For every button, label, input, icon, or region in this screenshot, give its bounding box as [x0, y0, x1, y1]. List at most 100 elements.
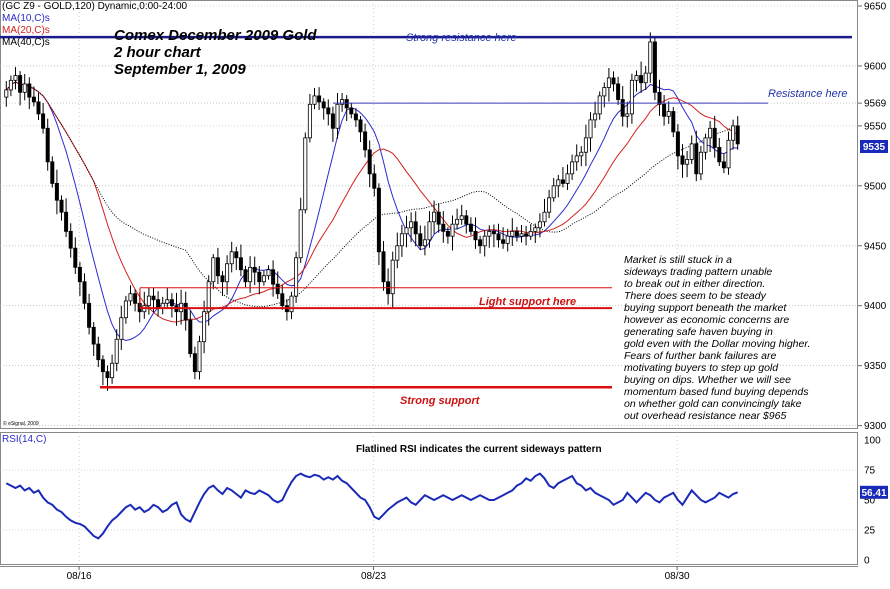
last-price-label: 9535: [863, 142, 886, 153]
candle-body: [445, 230, 450, 237]
candle-body: [652, 41, 657, 93]
commentary-line: buying support beneath the market: [624, 302, 787, 314]
chart-title: Comex December 2009 Gold: [114, 27, 317, 44]
candle-body: [478, 239, 483, 247]
light-support-label: Light support here: [479, 296, 576, 308]
candle-body: [629, 79, 634, 115]
candle-body: [533, 227, 538, 232]
candle-body: [464, 215, 469, 225]
candle-body: [409, 221, 414, 229]
candle-body: [358, 119, 363, 133]
candle-body: [731, 125, 736, 141]
candle-body: [689, 143, 694, 160]
axis-layer: 9300 9350 9400 9450 9500 9550 9569 9600 9650 0 25 5…: [67, 1, 887, 582]
candle-body: [266, 269, 271, 277]
candle-body: [252, 266, 257, 273]
ma40-legend: MA(40,C)s: [2, 37, 50, 48]
price-tick-label: 9550: [864, 121, 887, 132]
candle-body: [335, 103, 340, 129]
commentary-line: motivating buyers to step up gold: [624, 362, 779, 374]
commentary-line: Fears of further bank failures are: [624, 350, 776, 362]
candle-body: [27, 83, 32, 98]
price-panel-frame: [0, 0, 858, 429]
candle-body: [606, 77, 611, 88]
candle-body: [188, 319, 193, 355]
candle-body: [275, 283, 280, 295]
rsi-legend: RSI(14,C): [2, 434, 46, 445]
rsi-layer: [5, 472, 739, 540]
candle-body: [634, 75, 639, 81]
candle-body: [183, 302, 188, 321]
resistance-label: Resistance here: [768, 88, 848, 100]
candle-body: [620, 99, 625, 117]
candle-body: [404, 227, 409, 235]
candle-body: [363, 131, 368, 151]
rsi-last-value-box: [860, 485, 888, 499]
candle-body: [625, 113, 630, 117]
candle-body: [432, 211, 437, 223]
candle-body: [671, 111, 676, 133]
candle-body: [243, 269, 248, 283]
rsi-tick-label: 100: [864, 436, 881, 447]
commentary-block: Market is still stuck in a sideways trad…: [624, 254, 810, 422]
chart-date: September 1, 2009: [114, 61, 246, 78]
candle-body: [579, 151, 584, 157]
candle-body: [280, 293, 285, 307]
candle-body: [294, 257, 299, 297]
candle-body: [712, 127, 717, 148]
ma20-legend: MA(20,C)s: [2, 25, 50, 36]
symbol-header: (GC Z9 - GOLD,120) Dynamic,0:00-24:00: [2, 1, 188, 12]
candle-body: [376, 187, 381, 253]
candle-body: [151, 295, 156, 301]
candle-body: [64, 211, 69, 232]
candle-body: [105, 371, 110, 379]
candle-body: [192, 353, 197, 373]
candle-body: [215, 257, 220, 277]
candle-body: [666, 111, 671, 117]
candle-body: [418, 233, 423, 247]
candle-body: [100, 359, 105, 373]
candle-body: [68, 230, 73, 249]
grid-layer: [0, 0, 858, 566]
candle-body: [588, 119, 593, 139]
candle-body: [597, 95, 602, 115]
candle-body: [496, 233, 501, 241]
candle-body: [616, 83, 621, 100]
candle-body: [372, 173, 377, 189]
candle-body: [703, 137, 708, 153]
commentary-line: however as economic concerns are: [624, 314, 789, 326]
candle-body: [59, 199, 64, 213]
candle-body: [317, 95, 322, 103]
candle-body: [528, 230, 533, 237]
candle-body: [685, 159, 690, 165]
rsi-tick-label: 75: [864, 466, 876, 477]
candle-body: [229, 251, 234, 265]
rsi-tick-label: 25: [864, 526, 876, 537]
candle-body: [234, 251, 239, 259]
candle-body: [570, 161, 575, 175]
candle-body: [156, 299, 161, 309]
candle-body: [611, 77, 616, 85]
candle-body: [560, 179, 565, 184]
candle-body: [487, 230, 492, 237]
candle-body: [298, 209, 303, 259]
support-resistance-layer: [0, 35, 852, 389]
price-tick-label: 9650: [864, 1, 887, 12]
price-tick-label: 9569: [864, 99, 887, 110]
price-tick-label: 9300: [864, 421, 887, 432]
candle-body: [133, 293, 138, 304]
candle-body: [165, 299, 170, 304]
candle-body: [87, 302, 92, 328]
rsi-panel-frame: [0, 432, 858, 565]
rsi-note: Flatlined RSI indicates the current side…: [356, 444, 602, 455]
candle-body: [225, 263, 230, 283]
candle-body: [551, 185, 556, 199]
candle-body: [510, 230, 515, 237]
price-tick-label: 9600: [864, 61, 887, 72]
candle-body: [4, 89, 9, 98]
candle-body: [96, 343, 101, 361]
candle-body: [501, 239, 506, 244]
candle-body: [238, 257, 243, 271]
candle-body: [321, 101, 326, 109]
candle-body: [312, 95, 317, 105]
